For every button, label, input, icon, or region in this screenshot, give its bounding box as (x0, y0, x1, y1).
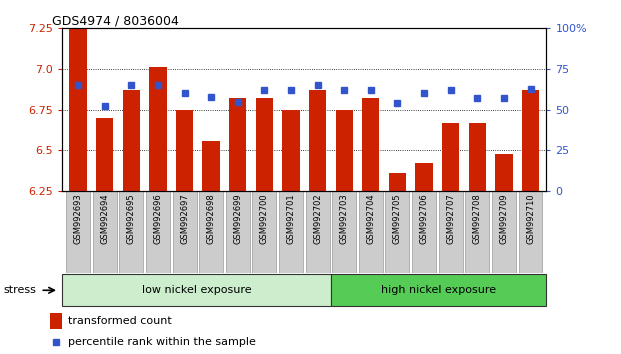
FancyBboxPatch shape (199, 191, 223, 273)
FancyBboxPatch shape (332, 191, 356, 273)
Text: GSM992701: GSM992701 (286, 194, 296, 244)
Text: GSM992710: GSM992710 (526, 194, 535, 244)
Bar (469, 123, 486, 191)
Text: GSM992709: GSM992709 (499, 194, 509, 244)
Bar (415, 164, 433, 191)
FancyBboxPatch shape (519, 191, 543, 273)
Bar (442, 123, 460, 191)
Bar (229, 98, 247, 191)
FancyBboxPatch shape (62, 274, 331, 306)
FancyBboxPatch shape (331, 274, 546, 306)
FancyBboxPatch shape (226, 191, 250, 273)
Bar (96, 118, 113, 191)
Text: percentile rank within the sample: percentile rank within the sample (68, 337, 256, 348)
Text: stress: stress (3, 285, 36, 295)
Bar (389, 173, 406, 191)
FancyBboxPatch shape (359, 191, 383, 273)
Text: GSM992708: GSM992708 (473, 194, 482, 244)
FancyBboxPatch shape (66, 191, 90, 273)
Text: GSM992696: GSM992696 (153, 194, 163, 244)
Text: GSM992705: GSM992705 (393, 194, 402, 244)
FancyBboxPatch shape (119, 191, 143, 273)
FancyBboxPatch shape (252, 191, 276, 273)
FancyBboxPatch shape (173, 191, 196, 273)
Text: GDS4974 / 8036004: GDS4974 / 8036004 (52, 14, 179, 27)
Bar (522, 90, 539, 191)
Bar (50, 313, 62, 329)
Bar (176, 110, 193, 191)
FancyBboxPatch shape (386, 191, 409, 273)
Text: GSM992704: GSM992704 (366, 194, 375, 244)
Bar (122, 90, 140, 191)
Bar (283, 110, 299, 191)
Text: GSM992707: GSM992707 (446, 194, 455, 244)
FancyBboxPatch shape (306, 191, 330, 273)
Bar (149, 67, 166, 191)
FancyBboxPatch shape (412, 191, 436, 273)
FancyBboxPatch shape (438, 191, 463, 273)
FancyBboxPatch shape (492, 191, 516, 273)
Bar (309, 90, 326, 191)
Text: GSM992700: GSM992700 (260, 194, 269, 244)
Text: GSM992702: GSM992702 (313, 194, 322, 244)
Text: GSM992694: GSM992694 (100, 194, 109, 244)
Bar (495, 154, 512, 191)
Text: GSM992693: GSM992693 (73, 194, 83, 244)
FancyBboxPatch shape (93, 191, 117, 273)
Text: GSM992699: GSM992699 (233, 194, 242, 244)
Text: GSM992706: GSM992706 (420, 194, 428, 244)
Bar (335, 110, 353, 191)
Bar (70, 28, 87, 191)
Text: low nickel exposure: low nickel exposure (142, 285, 252, 295)
FancyBboxPatch shape (279, 191, 303, 273)
Text: GSM992698: GSM992698 (207, 194, 215, 244)
Text: GSM992695: GSM992695 (127, 194, 136, 244)
Text: GSM992703: GSM992703 (340, 194, 349, 244)
Bar (256, 98, 273, 191)
Text: transformed count: transformed count (68, 316, 172, 326)
Text: high nickel exposure: high nickel exposure (381, 285, 496, 295)
FancyBboxPatch shape (465, 191, 489, 273)
Bar (362, 98, 379, 191)
FancyBboxPatch shape (146, 191, 170, 273)
Text: GSM992697: GSM992697 (180, 194, 189, 244)
Bar (202, 141, 220, 191)
